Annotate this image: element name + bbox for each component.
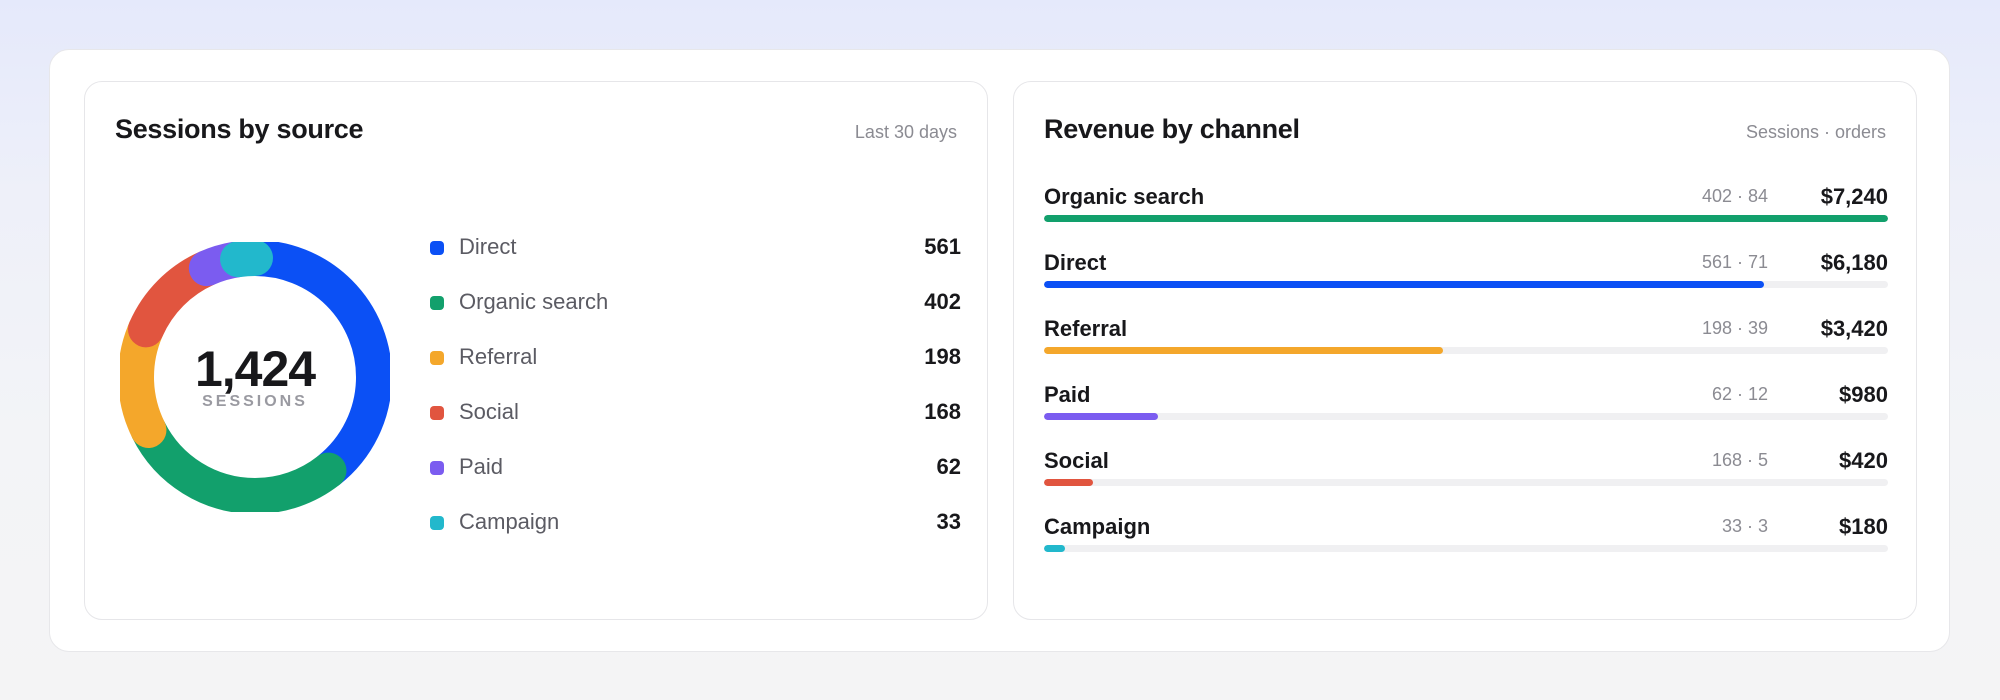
channel-sessions-orders: 168 · 5 (1711, 450, 1768, 470)
legend-item-referral[interactable]: Referral 198 (430, 332, 961, 387)
revenue-bar-track (1044, 545, 1888, 552)
dashboard-panel: Sessions by source Last 30 days 1,424 SE… (49, 49, 1950, 652)
donut-segment-referral[interactable] (120, 242, 390, 512)
social-swatch (430, 406, 444, 420)
channel-sessions-orders: 402 · 84 (1701, 186, 1768, 206)
donut-segment-organic-search[interactable] (120, 242, 390, 512)
legend-item-campaign[interactable]: Campaign 33 (430, 497, 961, 552)
sessions-donut-chart: 1,424 SESSIONS (120, 242, 390, 512)
sessions-orders-label: Sessions · orders (1745, 122, 1886, 142)
sessions-by-source-card: Sessions by source Last 30 days 1,424 SE… (84, 81, 988, 620)
period-label: Last 30 days (854, 122, 957, 142)
channel-revenue: $420 (1839, 448, 1888, 473)
revenue-bar-fill (1044, 215, 1888, 222)
organic-search-swatch (430, 296, 444, 310)
legend-item-direct[interactable]: Direct 561 (430, 222, 961, 277)
legend-value: 168 (924, 399, 961, 424)
card-title: Revenue by channel (1044, 114, 1300, 144)
channel-sessions-orders: 561 · 71 (1701, 252, 1768, 272)
legend-value: 402 (924, 289, 961, 314)
revenue-bar-track (1044, 281, 1888, 288)
legend-value: 561 (924, 234, 961, 259)
revenue-bar-fill (1044, 479, 1093, 486)
legend-label: Direct (459, 234, 517, 259)
channel-name: Paid (1044, 382, 1091, 407)
channel-row-social[interactable]: Social 168 · 5 $420 (1044, 444, 1888, 510)
legend-label: Paid (459, 454, 504, 479)
channel-row-referral[interactable]: Referral 198 · 39 $3,420 (1044, 312, 1888, 378)
revenue-bar-fill (1044, 413, 1159, 420)
channel-name: Direct (1044, 250, 1107, 275)
direct-swatch (430, 241, 444, 255)
card-title: Sessions by source (115, 114, 364, 144)
legend-value: 62 (936, 454, 961, 479)
legend-label: Campaign (459, 509, 560, 534)
channel-row-direct[interactable]: Direct 561 · 71 $6,180 (1044, 246, 1888, 312)
donut-svg (120, 242, 390, 512)
revenue-bar-fill (1044, 281, 1765, 288)
campaign-swatch (430, 516, 444, 530)
legend-value: 33 (936, 509, 961, 534)
sessions-caption: SESSIONS (202, 393, 308, 410)
channel-sessions-orders: 33 · 3 (1721, 516, 1768, 536)
legend-label: Organic search (459, 289, 609, 314)
channel-row-campaign[interactable]: Campaign 33 · 3 $180 (1044, 510, 1888, 576)
revenue-bar-track (1044, 479, 1888, 486)
revenue-bar-track (1044, 413, 1888, 420)
legend-item-social[interactable]: Social 168 (430, 387, 961, 442)
sessions-total: 1,424 (194, 341, 316, 397)
channel-name: Campaign (1044, 514, 1151, 539)
channel-revenue: $7,240 (1820, 184, 1888, 209)
referral-swatch (430, 351, 444, 365)
donut-center: 1,424 SESSIONS (120, 242, 390, 512)
channel-name: Organic search (1044, 184, 1205, 209)
revenue-bar-fill (1044, 545, 1065, 552)
revenue-bar-track (1044, 215, 1888, 222)
revenue-bar-fill (1044, 347, 1443, 354)
legend-item-paid[interactable]: Paid 62 (430, 442, 961, 497)
channel-sessions-orders: 198 · 39 (1701, 318, 1768, 338)
donut-segment-campaign[interactable] (120, 242, 390, 512)
channel-name: Social (1044, 448, 1109, 473)
channel-row-organic-search[interactable]: Organic search 402 · 84 $7,240 (1044, 180, 1888, 246)
legend-value: 198 (924, 344, 961, 369)
channel-revenue: $980 (1839, 382, 1888, 407)
channel-list: Organic search 402 · 84 $7,240 Direct 56… (1044, 180, 1888, 576)
channel-revenue: $6,180 (1820, 250, 1888, 275)
legend-label: Referral (459, 344, 538, 369)
revenue-bar-track (1044, 347, 1888, 354)
legend-item-organic-search[interactable]: Organic search 402 (430, 277, 961, 332)
source-legend: Direct 561 Organic search 402 Referral 1… (430, 222, 961, 552)
channel-row-paid[interactable]: Paid 62 · 12 $980 (1044, 378, 1888, 444)
revenue-by-channel-card: Revenue by channel Sessions · orders Org… (1013, 81, 1917, 620)
channel-sessions-orders: 62 · 12 (1711, 384, 1768, 404)
channel-name: Referral (1044, 316, 1128, 341)
legend-label: Social (459, 399, 519, 424)
paid-swatch (430, 461, 444, 475)
channel-revenue: $180 (1839, 514, 1888, 539)
channel-revenue: $3,420 (1820, 316, 1888, 341)
